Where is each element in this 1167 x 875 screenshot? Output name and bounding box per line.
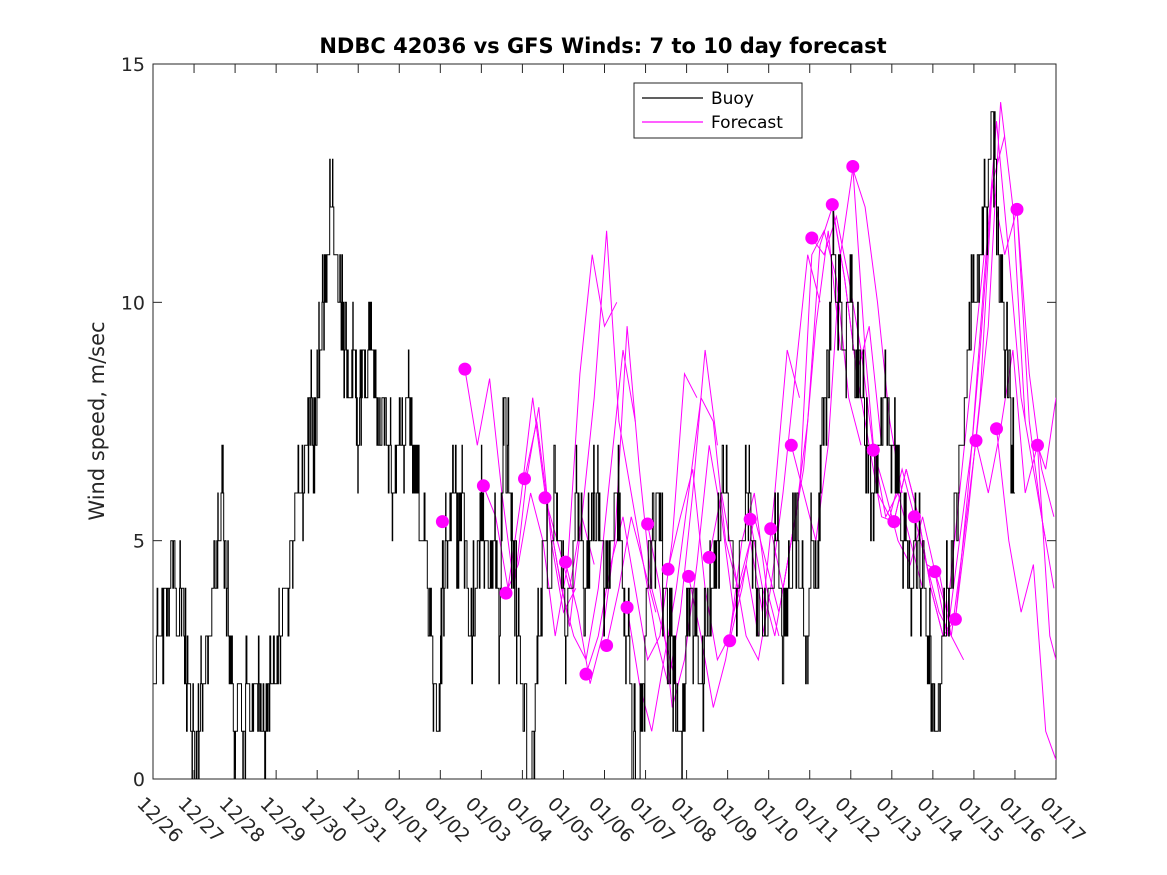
forecast-marker-6 — [538, 491, 552, 505]
forecast-marker-12 — [661, 562, 675, 576]
forecast-marker-28 — [990, 422, 1003, 436]
forecast-marker-15 — [723, 634, 737, 648]
y-tick-label: 0 — [133, 769, 145, 791]
plot-area — [152, 63, 1057, 780]
forecast-line-10 — [647, 445, 759, 708]
forecast-marker-3 — [476, 479, 490, 493]
legend-box — [633, 82, 803, 139]
forecast-marker-4 — [499, 586, 513, 600]
legend-label-forecast: Forecast — [711, 113, 783, 133]
forecast-marker-19 — [805, 231, 819, 245]
forecast-line-1 — [464, 369, 577, 614]
forecast-line-17 — [790, 168, 903, 541]
forecast-marker-18 — [784, 438, 798, 452]
forecast-line-4 — [524, 349, 636, 662]
forecast-marker-10 — [620, 600, 634, 614]
legend-label-buoy: Buoy — [711, 89, 754, 109]
forecast-line-9 — [626, 396, 739, 732]
forecast-marker-16 — [743, 512, 757, 526]
forecast-line-26 — [975, 349, 1056, 660]
forecast-marker-8 — [579, 667, 593, 681]
forecast-marker-17 — [764, 522, 778, 536]
y-tick-label: 10 — [121, 292, 145, 314]
forecast-line-28 — [1016, 209, 1055, 517]
chart-title: NDBC 42036 vs GFS Winds: 7 to 10 day for… — [319, 34, 886, 58]
forecast-marker-1 — [435, 515, 449, 529]
forecast-marker-2 — [458, 362, 472, 376]
forecast-marker-14 — [702, 550, 716, 564]
forecast-marker-22 — [866, 443, 880, 457]
buoy-line — [153, 111, 1015, 779]
forecast-line-6 — [565, 326, 677, 684]
forecast-marker-25 — [928, 565, 942, 579]
forecast-marker-11 — [641, 517, 655, 531]
forecast-marker-5 — [518, 472, 531, 486]
forecast-marker-30 — [1031, 438, 1044, 452]
forecast-marker-24 — [907, 510, 921, 524]
forecast-marker-7 — [559, 555, 572, 569]
y-axis: 0 5 10 15 — [121, 54, 1056, 791]
forecast-marker-20 — [825, 198, 839, 212]
forecast-marker-13 — [682, 569, 696, 583]
forecast-line-29 — [1037, 397, 1056, 470]
forecast-markers — [435, 160, 1044, 681]
forecast-marker-29 — [1010, 202, 1024, 216]
y-axis-label: Wind speed, m/sec — [85, 321, 109, 520]
forecast-line-15 — [749, 229, 862, 637]
forecast-marker-26 — [948, 612, 962, 626]
y-tick-label: 5 — [133, 531, 145, 553]
forecast-marker-9 — [600, 639, 614, 652]
forecast-line-12 — [688, 349, 800, 708]
forecast-line-2 — [482, 397, 595, 627]
legend: Buoy Forecast — [633, 82, 803, 139]
forecast-line-27 — [996, 428, 1056, 761]
forecast-marker-27 — [969, 434, 983, 448]
forecast-line-8 — [606, 349, 718, 684]
forecast-line-3 — [505, 254, 618, 637]
forecast-marker-21 — [846, 160, 860, 173]
y-tick-label: 15 — [121, 54, 145, 76]
forecast-marker-23 — [887, 515, 901, 529]
